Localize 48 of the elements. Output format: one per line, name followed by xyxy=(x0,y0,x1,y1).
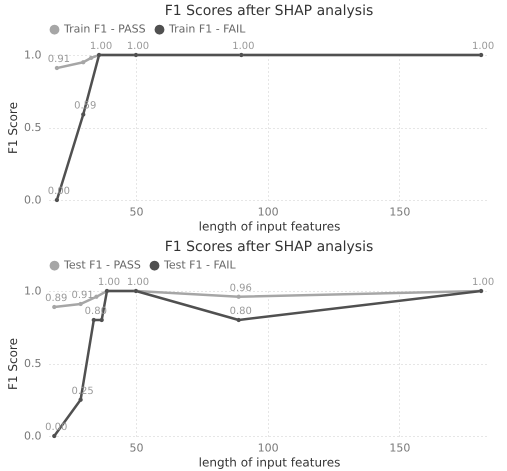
data-label: 1.00 xyxy=(472,277,494,288)
data-label: 1.00 xyxy=(472,41,494,52)
data-label: 1.00 xyxy=(126,277,150,288)
data-label: 0.89 xyxy=(45,292,68,304)
y-axis-title: F1 Score xyxy=(6,338,20,390)
y-tick-label: 0.5 xyxy=(24,357,42,370)
x-tick-label: 50 xyxy=(129,206,144,218)
point xyxy=(92,318,96,322)
data-label: 0.91 xyxy=(71,290,94,302)
data-label: 0.91 xyxy=(48,54,70,66)
y-tick-label: 1.0 xyxy=(24,48,42,62)
point xyxy=(54,66,60,70)
x-tick-label: 100 xyxy=(258,206,279,218)
point xyxy=(89,56,94,60)
chart-title: F1 Scores after SHAP analysis xyxy=(164,3,374,19)
data-label: 1.00 xyxy=(126,41,150,52)
x-tick-label: 150 xyxy=(389,442,410,454)
legend-label: Train F1 - FAIL xyxy=(168,22,246,36)
data-label: 0.80 xyxy=(230,306,252,317)
point xyxy=(52,434,56,438)
legend-label: Test F1 - PASS xyxy=(63,258,141,272)
point xyxy=(236,318,241,322)
x-axis-title: length of input features xyxy=(198,220,340,234)
point xyxy=(54,198,60,202)
x-tick-label: 100 xyxy=(258,442,279,454)
data-label: 1.00 xyxy=(90,41,112,52)
data-label: 1.00 xyxy=(98,277,120,288)
y-tick-label: 0.0 xyxy=(24,430,42,442)
point xyxy=(81,60,86,64)
point xyxy=(94,294,99,299)
data-label: 1.00 xyxy=(232,41,254,52)
x-axis-title: length of input features xyxy=(198,456,340,470)
data-label: 0.96 xyxy=(230,282,252,294)
x-tick-label: 150 xyxy=(389,206,410,218)
point xyxy=(100,318,104,322)
point xyxy=(52,304,56,310)
y-tick-label: 1.0 xyxy=(24,284,42,298)
legend-label: Test F1 - FAIL xyxy=(163,258,237,272)
point xyxy=(81,112,86,117)
legend-label: Train F1 - PASS xyxy=(63,22,146,36)
point xyxy=(236,294,241,299)
point xyxy=(78,302,83,306)
point xyxy=(78,398,83,402)
y-axis-title: F1 Score xyxy=(6,102,20,154)
chart-title: F1 Scores after SHAP analysis xyxy=(164,239,374,255)
x-tick-label: 50 xyxy=(129,442,144,454)
y-tick-label: 0.5 xyxy=(24,121,42,134)
y-tick-label: 0.0 xyxy=(24,194,42,206)
